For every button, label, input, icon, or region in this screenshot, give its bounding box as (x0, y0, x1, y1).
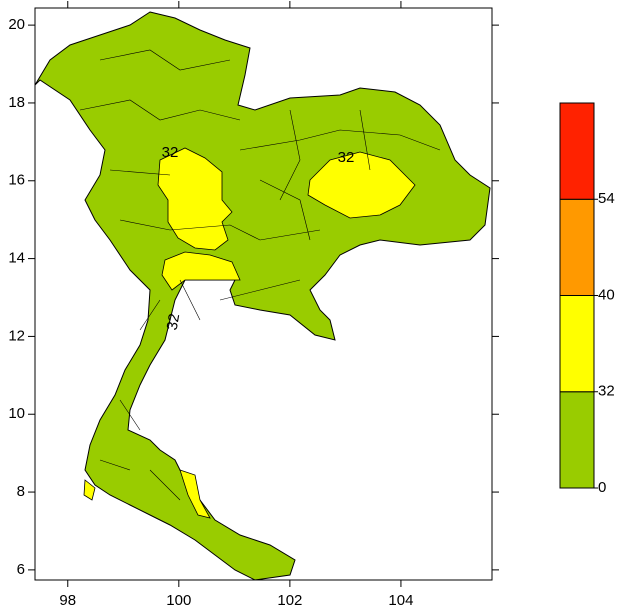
x-tick-label: 104 (388, 592, 413, 609)
contour-label: 32 (164, 312, 184, 331)
colorbar-label: 0 (598, 479, 606, 496)
colorbar-segment (559, 391, 595, 489)
y-tick-label: 16 (8, 172, 25, 189)
land (34, 11, 491, 581)
y-tick-label: 8 (17, 483, 25, 500)
contour-label: 32 (338, 149, 355, 166)
y-tick-label: 12 (8, 327, 25, 344)
contour-label: 32 (162, 144, 179, 161)
contour-region (307, 151, 416, 219)
y-tick-label: 6 (17, 561, 25, 578)
contour-region (157, 147, 233, 251)
country-outline (34, 11, 491, 581)
colorbar-segment (559, 102, 595, 200)
colorbar-label: 54 (598, 190, 615, 207)
y-tick-label: 18 (8, 94, 25, 111)
colorbar-segment (559, 198, 595, 296)
contour-region (179, 469, 211, 519)
province-borders (79, 49, 441, 501)
x-tick-label: 100 (166, 592, 191, 609)
y-tick-label: 20 (8, 16, 25, 33)
plot-frame (34, 7, 493, 581)
contour-region (83, 479, 96, 501)
x-tick-label: 102 (277, 592, 302, 609)
colorbar-segment (559, 295, 595, 393)
contour-region (161, 251, 241, 291)
colorbar-label: 32 (598, 383, 615, 400)
y-tick-label: 14 (8, 250, 25, 267)
y-tick-label: 10 (8, 405, 25, 422)
colorbar-label: 40 (598, 286, 615, 303)
x-tick-label: 98 (59, 592, 76, 609)
